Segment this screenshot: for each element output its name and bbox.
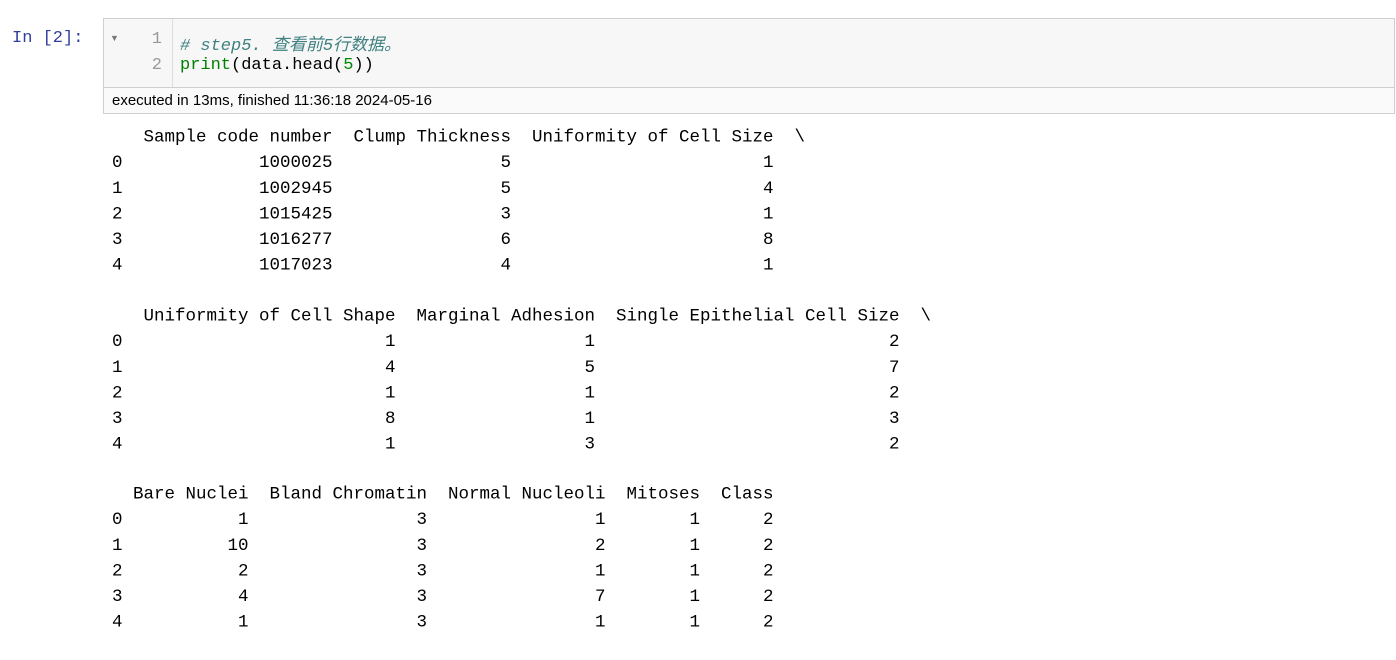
cell-value: 1 — [689, 587, 700, 607]
cell-value: 2 — [238, 561, 249, 581]
cell-value: 1 — [689, 561, 700, 581]
cell-value: 1015425 — [259, 204, 333, 224]
cell-value: 5 — [584, 358, 595, 378]
cell-value: 4 — [385, 358, 396, 378]
code-keyword: print — [180, 56, 232, 75]
cell-value: 2 — [763, 536, 774, 556]
cell-value: 5 — [500, 153, 511, 173]
cell-value: 7 — [889, 358, 900, 378]
row-index: 4 — [112, 435, 123, 455]
column-header: Sample code number — [143, 128, 332, 148]
column-header: Uniformity of Cell Size — [532, 128, 774, 148]
cell-value: 3 — [416, 613, 427, 633]
cell-value: 3 — [416, 561, 427, 581]
cell-value: 1 — [584, 332, 595, 352]
row-index: 4 — [112, 613, 123, 633]
cell-value: 1 — [238, 613, 249, 633]
execution-info: executed in 13ms, finished 11:36:18 2024… — [104, 87, 1394, 113]
code-cell[interactable]: ▼ 1 2 # step5. 查看前5行数据。 print(data.head(… — [103, 18, 1395, 114]
cell-value: 1 — [689, 510, 700, 530]
row-index: 2 — [112, 204, 123, 224]
code-line: print(data.head(5)) — [180, 56, 374, 75]
cell-value: 4 — [763, 179, 774, 199]
column-header: Bare Nuclei — [133, 485, 249, 505]
column-header: Bland Chromatin — [269, 485, 427, 505]
row-index: 0 — [112, 153, 123, 173]
cell-value: 1000025 — [259, 153, 333, 173]
row-index: 1 — [112, 358, 123, 378]
column-header: Mitoses — [626, 485, 700, 505]
cell-value: 1017023 — [259, 256, 333, 276]
cell-value: 1 — [595, 510, 606, 530]
column-header: Class — [721, 485, 774, 505]
code-number: 5 — [343, 56, 354, 75]
cell-value: 1 — [689, 613, 700, 633]
cell-value: 2 — [763, 587, 774, 607]
row-index: 4 — [112, 256, 123, 276]
column-header: Clump Thickness — [353, 128, 511, 148]
cell-value: 1 — [763, 256, 774, 276]
cell-value: 2 — [763, 510, 774, 530]
row-index: 2 — [112, 561, 123, 581]
column-header: Uniformity of Cell Shape — [143, 307, 395, 327]
column-header: Marginal Adhesion — [416, 307, 595, 327]
cell-value: 2 — [889, 332, 900, 352]
cell-value: 1 — [763, 204, 774, 224]
cell-value: 3 — [584, 435, 595, 455]
cell-value: 2 — [763, 613, 774, 633]
row-index: 0 — [112, 332, 123, 352]
cell-value: 10 — [227, 536, 248, 556]
cell-value: 3 — [416, 587, 427, 607]
cell-value: 1 — [385, 332, 396, 352]
column-header: Single Epithelial Cell Size — [616, 307, 900, 327]
row-index: 2 — [112, 383, 123, 403]
code-comment: # step5. 查看前5行数据。 — [180, 37, 402, 56]
code-text: )) — [353, 56, 374, 75]
gutter: ▼ 1 2 — [104, 19, 173, 87]
cell-value: 1 — [238, 510, 249, 530]
cell-value: 1 — [763, 153, 774, 173]
line-number: 2 — [151, 56, 162, 75]
cell-prompt: In [2]: — [12, 29, 84, 48]
cell-value: 3 — [416, 536, 427, 556]
cell-value: 1 — [689, 536, 700, 556]
cell-value: 1 — [584, 409, 595, 429]
cell-value: 3 — [889, 409, 900, 429]
cell-output: Sample code number Clump Thickness Uniform… — [112, 128, 932, 633]
cell-value: 1 — [595, 613, 606, 633]
cell-value: 1002945 — [259, 179, 333, 199]
cell-value: 4 — [500, 256, 511, 276]
cell-value: 1 — [595, 561, 606, 581]
cell-value: 6 — [500, 230, 511, 250]
fold-arrow[interactable]: ▼ — [110, 33, 119, 43]
line-continuation: \ — [795, 128, 806, 148]
cell-value: 2 — [763, 561, 774, 581]
cell-value: 4 — [238, 587, 249, 607]
line-continuation: \ — [921, 307, 932, 327]
cell-value: 2 — [595, 536, 606, 556]
row-index: 1 — [112, 179, 123, 199]
cell-value: 2 — [889, 435, 900, 455]
cell-value: 1 — [385, 435, 396, 455]
cell-value: 3 — [500, 204, 511, 224]
cell-value: 3 — [416, 510, 427, 530]
line-number: 1 — [151, 30, 162, 49]
cell-value: 1 — [385, 383, 396, 403]
cell-value: 1 — [584, 383, 595, 403]
row-index: 3 — [112, 409, 123, 429]
code-text: (data.head( — [231, 56, 344, 75]
code-line: # step5. 查看前5行数据。 — [180, 30, 401, 56]
cell-value: 1016277 — [259, 230, 333, 250]
cell-value: 2 — [889, 383, 900, 403]
cell-value: 7 — [595, 587, 606, 607]
row-index: 0 — [112, 510, 123, 530]
cell-value: 8 — [385, 409, 396, 429]
cell-value: 5 — [500, 179, 511, 199]
cell-value: 8 — [763, 230, 774, 250]
row-index: 3 — [112, 230, 123, 250]
row-index: 1 — [112, 536, 123, 556]
row-index: 3 — [112, 587, 123, 607]
column-header: Normal Nucleoli — [448, 485, 606, 505]
